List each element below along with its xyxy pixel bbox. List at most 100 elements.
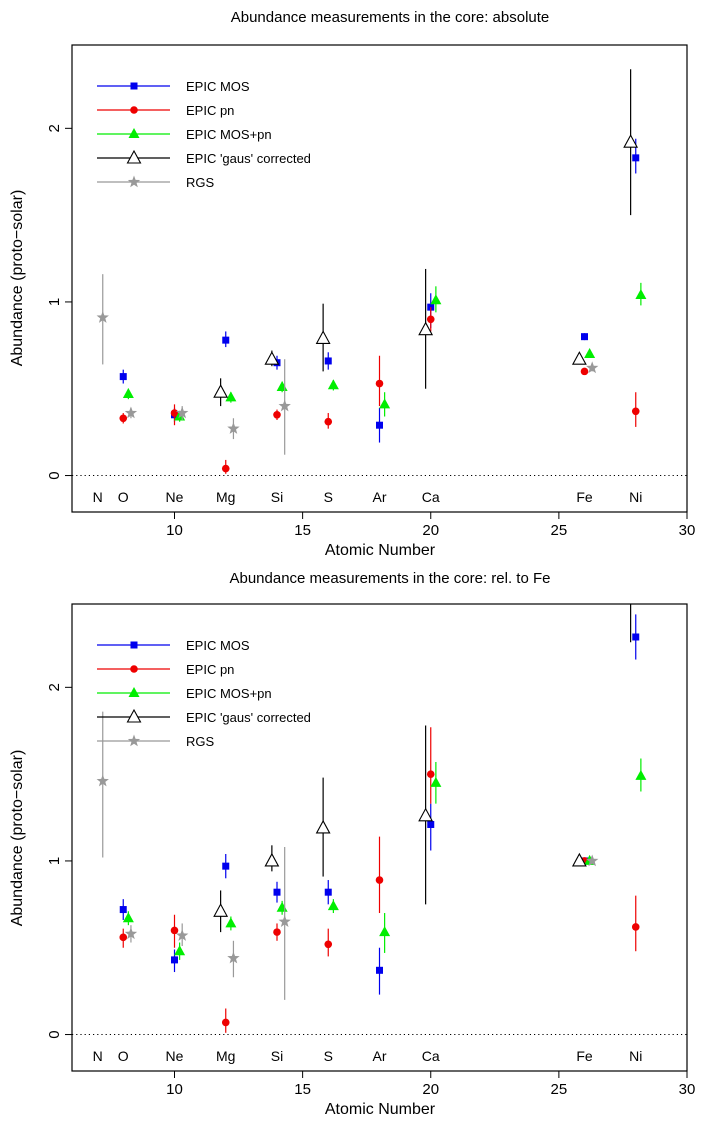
- plot-frame: [71, 603, 688, 1072]
- legend-label: RGS: [186, 734, 215, 749]
- data-point-epic-mos-pn: [276, 901, 288, 912]
- legend-marker: [127, 734, 141, 747]
- x-tick-label: 25: [551, 522, 568, 539]
- x-axis-label: Atomic Number: [325, 542, 436, 559]
- data-point-epic-gaus-corrected: [623, 134, 639, 148]
- data-point-rgs: [278, 399, 291, 412]
- data-point-epic-pn: [119, 414, 128, 423]
- chart-title: Abundance measurements in the core: abso…: [231, 9, 550, 26]
- data-point-epic-mos-pn: [635, 288, 647, 299]
- x-tick-label: 30: [679, 1081, 696, 1098]
- data-point-epic-pn: [580, 367, 589, 376]
- element-label: N: [93, 489, 103, 505]
- data-point-epic-gaus-corrected: [571, 852, 587, 867]
- data-point-epic-pn: [324, 417, 333, 426]
- y-tick-label: 2: [46, 124, 63, 132]
- x-tick-label: 15: [294, 522, 311, 539]
- legend-marker: [130, 641, 138, 649]
- marks-layer: [96, 529, 647, 1033]
- chart-panel-rel-to-fe: Abundance measurements in the core: rel.…: [9, 529, 695, 1118]
- data-point-epic-pn: [170, 926, 179, 935]
- legend-label: EPIC MOS: [186, 79, 250, 94]
- legend: EPIC MOS EPIC pn EPIC MOS+pn EPIC 'gaus' co…: [97, 79, 311, 190]
- y-axis-label: Abundance (proto−solar): [9, 190, 26, 367]
- data-point-epic-pn: [631, 407, 640, 416]
- data-point-epic-mos: [222, 336, 230, 344]
- data-point-epic-mos: [376, 421, 383, 429]
- legend-label: EPIC pn: [186, 103, 234, 118]
- element-label: Mg: [216, 489, 235, 505]
- data-point-epic-pn: [273, 928, 281, 936]
- data-point-rgs: [586, 361, 599, 374]
- data-point-epic-gaus-corrected: [624, 529, 637, 541]
- element-label: Mg: [216, 1048, 235, 1064]
- data-point-epic-mos-pn: [122, 387, 134, 398]
- data-point-epic-pn: [426, 770, 435, 778]
- legend-marker: [126, 708, 142, 723]
- element-label: Fe: [576, 1048, 593, 1064]
- data-point-epic-mos: [632, 633, 640, 641]
- data-point-rgs: [586, 854, 599, 867]
- data-point-epic-mos: [273, 888, 281, 896]
- data-point-rgs: [96, 311, 109, 323]
- legend-label: EPIC MOS+pn: [186, 686, 272, 701]
- data-point-epic-mos-pn: [430, 294, 442, 305]
- axes-layer: 10 15 20 25 30 0 1 2 N O Ne Mg Si S Ar Ca Fe Ni: [46, 683, 695, 1098]
- data-point-epic-pn: [375, 379, 384, 388]
- data-point-epic-pn: [221, 464, 230, 473]
- data-point-epic-mos-pn: [379, 398, 391, 409]
- data-point-epic-mos-pn: [635, 769, 647, 780]
- x-tick-label: 20: [422, 522, 439, 539]
- x-tick-label: 20: [422, 1081, 439, 1098]
- data-point-epic-mos: [119, 373, 127, 381]
- data-point-epic-mos: [427, 820, 435, 828]
- x-axis-label: Atomic Number: [325, 1101, 436, 1118]
- data-point-epic-mos: [632, 154, 640, 162]
- data-point-epic-mos-pn: [225, 917, 237, 928]
- element-label: O: [118, 1048, 129, 1064]
- y-tick-label: 2: [46, 683, 63, 691]
- element-label: S: [324, 489, 333, 505]
- element-label: Si: [271, 489, 283, 505]
- marks-layer: [96, 69, 647, 474]
- data-point-epic-pn: [631, 923, 640, 931]
- element-label: N: [93, 1048, 103, 1064]
- element-label: Si: [271, 1048, 283, 1064]
- legend-label: EPIC 'gaus' corrected: [186, 151, 311, 166]
- legend: EPIC MOS EPIC pn EPIC MOS+pn EPIC 'gaus' co…: [97, 638, 311, 749]
- x-tick-label: 10: [166, 522, 183, 539]
- element-label: O: [118, 489, 129, 505]
- data-point-rgs: [176, 929, 189, 941]
- data-point-epic-gaus-corrected: [264, 351, 280, 365]
- data-point-epic-gaus-corrected: [264, 852, 280, 867]
- x-tick-label: 25: [551, 1081, 568, 1098]
- element-label: Ca: [422, 1048, 440, 1064]
- element-label: Ni: [629, 489, 642, 505]
- element-label: Ni: [629, 1048, 642, 1064]
- data-point-rgs: [96, 774, 109, 787]
- data-point-rgs: [278, 915, 291, 927]
- data-point-epic-mos: [119, 906, 127, 914]
- data-point-epic-pn: [375, 876, 384, 884]
- data-point-rgs: [227, 422, 240, 434]
- y-tick-label: 0: [46, 471, 63, 479]
- data-point-epic-mos-pn: [327, 379, 339, 390]
- x-tick-label: 15: [294, 1081, 311, 1098]
- data-point-epic-mos-pn: [430, 776, 442, 787]
- legend-marker: [126, 149, 142, 164]
- data-point-epic-mos: [222, 862, 230, 870]
- data-point-epic-gaus-corrected: [418, 807, 434, 822]
- chart-title: Abundance measurements in the core: rel.…: [229, 570, 550, 587]
- legend-marker: [130, 665, 138, 673]
- data-point-epic-mos: [324, 888, 332, 896]
- legend-marker: [127, 175, 141, 188]
- data-point-epic-gaus-corrected: [213, 903, 229, 917]
- element-label: Ca: [422, 489, 440, 505]
- y-tick-label: 1: [46, 298, 63, 306]
- data-point-epic-mos-pn: [379, 926, 391, 937]
- legend-label: EPIC MOS: [186, 638, 250, 653]
- legend-marker: [128, 687, 140, 697]
- y-tick-label: 0: [46, 1030, 63, 1038]
- data-point-epic-pn: [426, 315, 435, 324]
